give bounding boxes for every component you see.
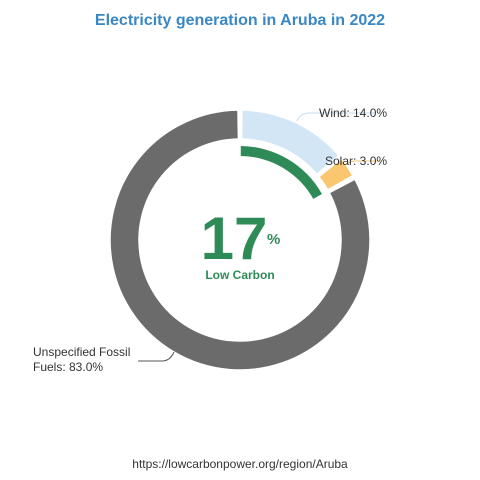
chart-title: Electricity generation in Aruba in 2022 — [95, 12, 385, 29]
low-carbon-value: 17 — [201, 205, 268, 272]
leader-solar — [342, 160, 380, 168]
slice-fossil — [109, 109, 371, 371]
low-carbon-arc — [240, 146, 322, 199]
slice-wind — [240, 109, 340, 176]
slice-label-solar: Solar: 3.0% — [325, 154, 387, 168]
slice-label-fossil-line1: Unspecified Fossil — [33, 345, 130, 359]
low-carbon-unit: % — [267, 231, 280, 248]
low-carbon-label: Low Carbon — [205, 268, 274, 282]
slices-group — [109, 109, 371, 371]
source-url: https://lowcarbonpower.org/region/Aruba — [132, 457, 348, 471]
slice-label-fossil-line2: Fuels: 83.0% — [33, 360, 103, 374]
leader-lines — [138, 112, 380, 362]
leader-fossil — [138, 351, 175, 362]
leader-wind — [296, 112, 375, 122]
slice-label-wind: Wind: 14.0% — [319, 106, 387, 120]
